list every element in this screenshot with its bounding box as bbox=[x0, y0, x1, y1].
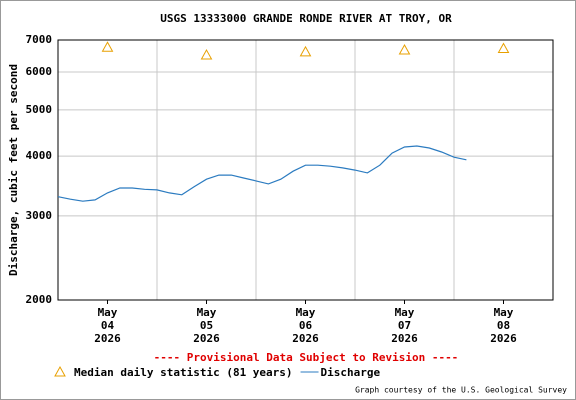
legend-label: Median daily statistic (81 years) bbox=[74, 366, 293, 379]
y-tick-label: 7000 bbox=[26, 33, 53, 46]
median-marker bbox=[398, 43, 411, 55]
x-tick-label: May 08 2026 bbox=[490, 306, 517, 345]
x-tick-label: May 06 2026 bbox=[292, 306, 319, 345]
x-tick-label-line: 2026 bbox=[490, 332, 517, 345]
y-tick-label: 3000 bbox=[26, 209, 53, 222]
discharge-line bbox=[57, 145, 467, 202]
annotation: ---- Provisional Data Subject to Revisio… bbox=[154, 351, 459, 364]
median-marker bbox=[200, 49, 213, 60]
median-marker bbox=[101, 41, 114, 52]
x-tick-label-line: May bbox=[395, 306, 415, 319]
median-marker bbox=[299, 45, 312, 57]
x-tick-label: May 05 2026 bbox=[193, 306, 220, 345]
x-tick-label-line: 06 bbox=[299, 319, 313, 332]
x-tick-label-line: 2026 bbox=[94, 332, 121, 345]
y-tick-label: 2000 bbox=[26, 293, 53, 306]
x-tick-label-line: 2026 bbox=[193, 332, 220, 345]
median-marker bbox=[497, 42, 510, 53]
legend-label: Discharge bbox=[321, 366, 381, 379]
x-tick-label-line: May bbox=[296, 306, 316, 319]
chart-title: USGS 13333000 GRANDE RONDE RIVER AT TROY… bbox=[160, 12, 452, 25]
x-tick-label-line: May bbox=[98, 306, 118, 319]
legend-marker bbox=[54, 365, 66, 377]
y-tick-label: 4000 bbox=[26, 149, 53, 162]
x-tick-label-line: 2026 bbox=[391, 332, 418, 345]
x-tick-label-line: 08 bbox=[497, 319, 510, 332]
y-tick-label: 6000 bbox=[26, 65, 53, 78]
x-tick-label: May 07 2026 bbox=[391, 306, 418, 345]
x-tick-label-line: 04 bbox=[101, 319, 115, 332]
x-tick-label-line: 2026 bbox=[292, 332, 319, 345]
x-tick-label-line: 05 bbox=[200, 319, 213, 332]
y-axis-label: Discharge, cubic feet per second bbox=[7, 64, 20, 276]
y-tick-label: 5000 bbox=[26, 103, 53, 116]
x-tick-label-line: 07 bbox=[398, 319, 411, 332]
x-tick-label-line: May bbox=[494, 306, 514, 319]
x-tick-label: May 04 2026 bbox=[94, 306, 121, 345]
credit: Graph courtesy of the U.S. Geological Su… bbox=[355, 386, 567, 395]
plot-border bbox=[57, 39, 554, 301]
x-tick-label-line: May bbox=[197, 306, 217, 319]
